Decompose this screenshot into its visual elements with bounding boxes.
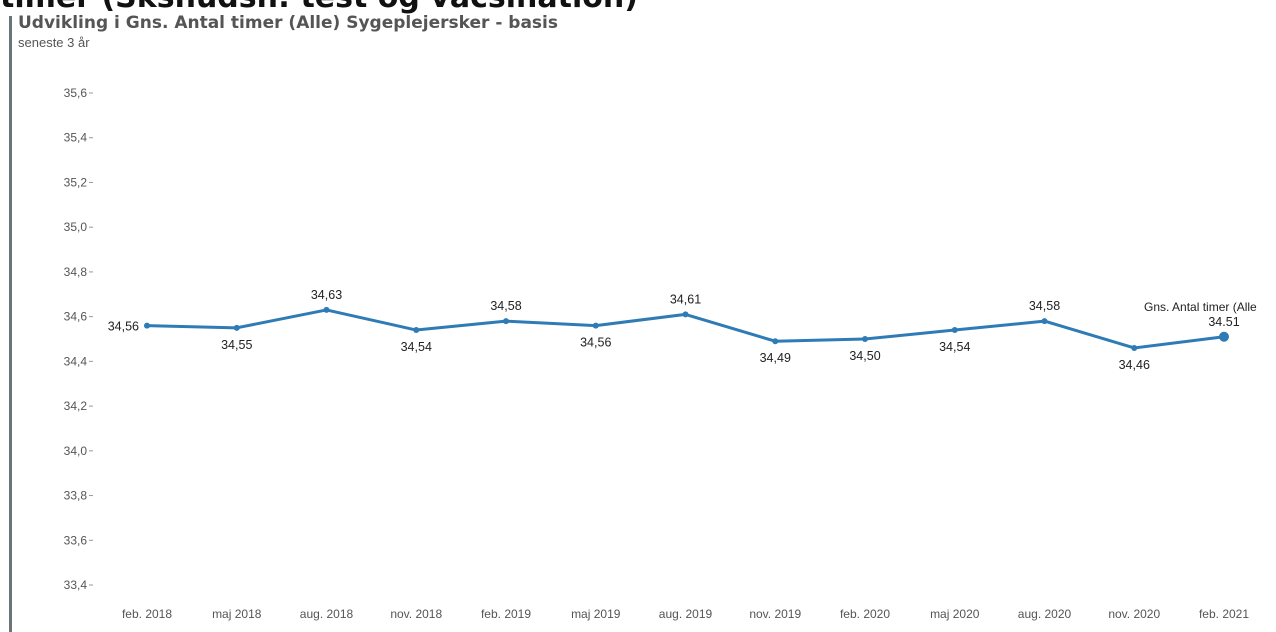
data-label: 34,56 xyxy=(580,336,611,350)
data-label: 34,58 xyxy=(490,299,521,313)
data-label: 34,58 xyxy=(1029,299,1060,313)
y-tick-label: 34,6 xyxy=(64,310,88,324)
y-tick-label: 34,4 xyxy=(64,354,88,368)
x-tick-label: feb. 2021 xyxy=(1199,607,1249,621)
data-label: 34.51 xyxy=(1208,315,1239,329)
y-tick-label: 35,2 xyxy=(64,175,88,189)
data-label: 34,46 xyxy=(1119,358,1150,372)
data-label: 34,56 xyxy=(108,320,139,334)
data-label: 34,50 xyxy=(849,349,880,363)
data-label: 34,54 xyxy=(939,340,970,354)
data-point xyxy=(503,318,509,325)
chart-title: Udvikling i Gns. Antal timer (Alle) Syge… xyxy=(18,13,558,33)
x-tick-label: nov. 2019 xyxy=(749,607,801,621)
data-point xyxy=(772,338,779,345)
data-point xyxy=(951,327,958,334)
data-point xyxy=(592,322,599,329)
data-point xyxy=(1219,331,1229,342)
data-label: 34,49 xyxy=(760,351,791,365)
y-tick-label: 35,4 xyxy=(64,131,88,145)
clipped-page-heading: timer (Sksnudsn: test og vacsination) xyxy=(0,0,638,16)
chart-subtitle: seneste 3 år xyxy=(18,35,90,50)
data-label: 34,54 xyxy=(401,340,432,354)
x-tick-label: maj 2020 xyxy=(930,607,980,621)
x-tick-label: feb. 2019 xyxy=(481,607,531,621)
x-tick-label: feb. 2018 xyxy=(122,607,172,621)
y-tick-label: 33,4 xyxy=(64,578,88,592)
data-point xyxy=(233,324,240,331)
x-tick-label: nov. 2018 xyxy=(390,607,442,621)
data-point xyxy=(413,327,420,334)
data-point xyxy=(1131,344,1138,351)
data-point xyxy=(1041,318,1048,325)
data-label: 34,63 xyxy=(311,288,342,302)
y-tick-label: 35,6 xyxy=(64,86,88,100)
x-tick-label: aug. 2020 xyxy=(1018,607,1072,621)
x-tick-label: nov. 2020 xyxy=(1108,607,1160,621)
x-tick-label: aug. 2019 xyxy=(659,607,713,621)
data-point xyxy=(323,306,330,313)
x-tick-label: aug. 2018 xyxy=(300,607,354,621)
y-tick-label: 35,0 xyxy=(64,220,88,234)
y-tick-label: 34,0 xyxy=(64,444,88,458)
data-point xyxy=(862,336,868,342)
series-name-label: Gns. Antal timer (Alle xyxy=(1144,300,1257,314)
x-tick-label: feb. 2020 xyxy=(840,607,890,621)
left-divider xyxy=(9,16,12,632)
y-tick-label: 34,2 xyxy=(64,399,88,413)
data-label: 34,55 xyxy=(221,338,252,352)
x-tick-label: maj 2019 xyxy=(571,607,621,621)
data-point xyxy=(682,311,689,318)
x-tick-label: maj 2018 xyxy=(212,607,262,621)
data-point xyxy=(144,322,150,329)
data-label: 34,61 xyxy=(670,292,701,306)
y-tick-label: 34,8 xyxy=(64,265,88,279)
y-tick-label: 33,6 xyxy=(64,533,88,547)
y-tick-label: 33,8 xyxy=(64,489,88,503)
